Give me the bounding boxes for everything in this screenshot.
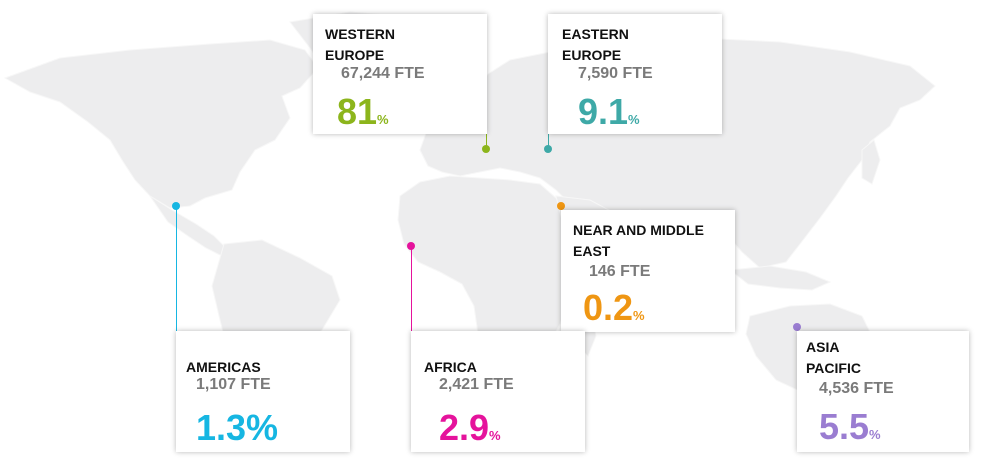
region-share-value: 81 <box>337 91 378 132</box>
landmass-north-america <box>3 39 319 209</box>
marker-western-europe <box>482 145 490 153</box>
percent-sign: % <box>628 112 640 127</box>
region-name: WESTERN EUROPE <box>325 26 395 63</box>
region-share: 1.3% <box>196 408 278 448</box>
region-card-asia-pacific: ASIA PACIFIC 4,536 FTE 5.5% <box>797 331 969 452</box>
region-fte: 4,536 FTE <box>819 380 894 397</box>
region-fte: 146 FTE <box>589 263 651 280</box>
region-name: AMERICAS <box>186 359 261 375</box>
marker-near-middle-east <box>557 202 565 210</box>
percent-sign: % <box>377 112 389 127</box>
region-name: ASIA PACIFIC <box>806 339 861 376</box>
region-name: AFRICA <box>424 359 477 375</box>
marker-africa <box>407 242 415 250</box>
landmass-indonesia <box>728 265 832 291</box>
region-share-value: 1.3 <box>196 407 247 448</box>
region-card-americas: AMERICAS 1,107 FTE 1.3% <box>176 331 350 452</box>
percent-sign: % <box>869 427 881 442</box>
marker-americas <box>172 202 180 210</box>
region-share-value: 0.2 <box>583 287 634 328</box>
region-card-africa: AFRICA 2,421 FTE 2.9% <box>411 331 585 452</box>
region-fte: 67,244 FTE <box>341 65 425 82</box>
percent-sign: % <box>489 428 501 443</box>
region-card-near-middle-east: NEAR AND MIDDLE EAST 146 FTE 0.2% <box>561 210 735 332</box>
region-name: EASTERN EUROPE <box>562 26 629 63</box>
region-fte: 2,421 FTE <box>439 376 514 393</box>
region-share: 81% <box>337 92 389 140</box>
marker-eastern-europe <box>544 145 552 153</box>
region-share-value: 2.9 <box>439 407 490 448</box>
region-share: 0.2% <box>583 288 645 336</box>
leader-line-americas <box>176 206 177 452</box>
landmass-japan <box>861 139 881 185</box>
region-card-western-europe: WESTERN EUROPE 67,244 FTE 81% <box>313 14 487 134</box>
region-fte: 7,590 FTE <box>578 65 653 82</box>
region-share-value: 9.1 <box>578 91 629 132</box>
region-share: 9.1% <box>578 92 640 140</box>
percent-sign: % <box>246 407 279 448</box>
marker-asia-pacific <box>793 323 801 331</box>
region-card-eastern-europe: EASTERN EUROPE 7,590 FTE 9.1% <box>548 14 722 134</box>
region-share-value: 5.5 <box>819 406 870 447</box>
region-fte: 1,107 FTE <box>196 376 271 393</box>
region-name: NEAR AND MIDDLE EAST <box>573 222 704 259</box>
region-share: 5.5% <box>819 407 881 455</box>
region-share: 2.9% <box>439 408 501 456</box>
percent-sign: % <box>633 308 645 323</box>
